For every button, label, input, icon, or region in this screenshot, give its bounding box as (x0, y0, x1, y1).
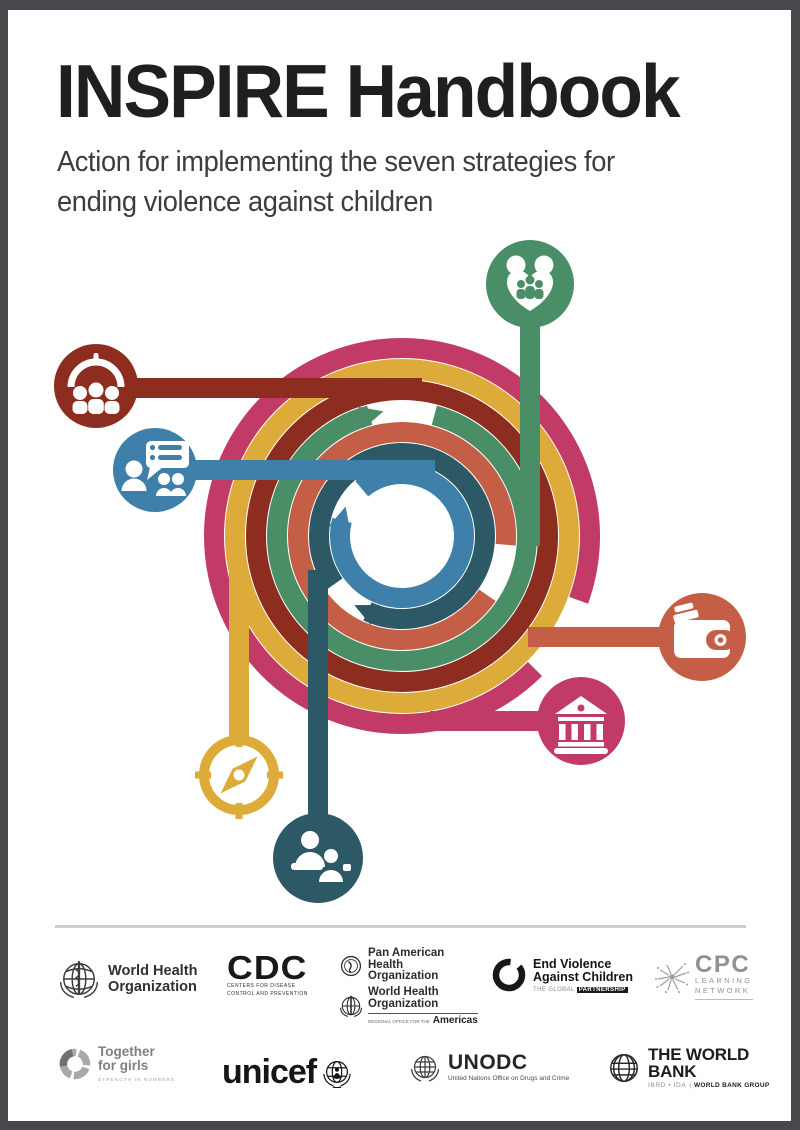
speech-bubble-people-icon (121, 441, 189, 496)
satellite-compass (195, 731, 283, 819)
ring-yellow (225, 359, 579, 713)
logo-cpc: CPC LEARNING NETWORK (654, 951, 753, 1000)
paho-emblem-icon (340, 955, 362, 976)
who-americas-region: Americas (432, 1014, 478, 1026)
cdc-caption-line2: CONTROL AND PREVENTION (227, 990, 308, 997)
subtitle-line-2: ending violence against children (57, 186, 433, 219)
connector-darkred (96, 378, 422, 398)
footer-separator (55, 925, 746, 928)
who-emblem-icon (59, 961, 99, 999)
paho-line2: Health (368, 958, 404, 971)
end-violence-emblem-icon (492, 958, 526, 992)
logo-world-bank: THE WORLD BANK IBRD • IDA | WORLD BANK G… (606, 1046, 791, 1089)
ring-blue (330, 463, 474, 608)
satellite-bank (537, 677, 625, 765)
satellite-family-heart (486, 240, 574, 328)
logo-paho: Pan American Health Organization Wo (339, 947, 478, 1026)
paho-line3: Organization (368, 970, 439, 983)
connector-orange (528, 627, 704, 647)
logo-cdc: CDC CENTERS FOR DISEASE CONTROL AND PREV… (227, 951, 308, 998)
tfg-tagline: STRENGTH IN NUMBERS (98, 1077, 176, 1083)
ring-orange (288, 422, 516, 650)
satellite-umbrella-people (54, 344, 138, 428)
satellite-wallet (658, 593, 746, 681)
adult-child-icon (291, 831, 351, 882)
wallet-icon (673, 602, 735, 658)
paho-line1: Pan American (368, 947, 445, 959)
unodc-caption: United Nations Office on Drugs and Crime (448, 1075, 570, 1082)
ring-darkred (246, 380, 558, 692)
together-for-girls-ring-icon (59, 1048, 91, 1079)
connector-green (520, 284, 540, 546)
connector-teal (308, 570, 328, 860)
world-bank-globe-icon (610, 1053, 638, 1082)
world-bank-wordmark: THE WORLD BANK (648, 1045, 750, 1081)
cpc-line1: LEARNING (695, 975, 753, 985)
tfg-line2: for girls (98, 1058, 149, 1074)
logo-together-for-girls: Together for girls STRENGTH IN NUMBERS (58, 1044, 176, 1083)
unicef-emblem-icon (323, 1061, 351, 1088)
who-name-line2: Organization (108, 978, 197, 995)
cdc-caption-line1: CENTERS FOR DISEASE (227, 983, 296, 990)
bank-icon (554, 696, 608, 754)
compass-icon (195, 731, 283, 819)
family-heart-icon (506, 255, 554, 311)
who-americas-line2: Organization (368, 997, 439, 1010)
who-americas-region-prefix: REGIONAL OFFICE FOR THE (368, 1018, 430, 1024)
logo-who: World Health Organization (58, 958, 200, 1000)
page-title-text: INSPIRE Handbook (56, 49, 681, 133)
unicef-wordmark: unicef (222, 1053, 317, 1091)
world-bank-divider: | (689, 1082, 691, 1089)
satellite-adult-child (273, 813, 363, 903)
umbrella-people-icon (67, 353, 125, 414)
cover-page: INSPIRE Handbook Action for implementing… (8, 10, 791, 1121)
connector-yellow (229, 572, 249, 776)
ring-green (267, 401, 537, 671)
ring-teal-arrowhead (354, 604, 380, 625)
unodc-emblem-icon (410, 1055, 440, 1082)
cpc-line2: NETWORK (695, 985, 751, 995)
cdc-acronym: CDC (227, 949, 308, 986)
page-subtitle: Action for implementing the seven strate… (57, 142, 650, 222)
ring-pink (203, 337, 600, 734)
ring-green-arrowhead (358, 406, 384, 428)
cpc-acronym: CPC (695, 951, 751, 978)
subtitle-line-1: Action for implementing the seven strate… (57, 146, 615, 178)
ring-teal (309, 443, 495, 629)
world-bank-group: WORLD BANK GROUP (693, 1082, 770, 1089)
satellite-speech-bubble (113, 428, 197, 512)
logo-end-violence: End Violence Against Children THE GLOBAL… (491, 957, 633, 993)
end-violence-line1: End Violence (533, 956, 612, 971)
connector-blue (155, 460, 435, 480)
who-name-line1: World Health (108, 961, 198, 979)
connector-pink (430, 711, 582, 731)
logo-unodc: UNODC United Nations Office on Drugs and… (408, 1050, 569, 1084)
end-violence-sub-chip: PARTNERSHIP (576, 986, 628, 993)
end-violence-sub-prefix: THE GLOBAL (533, 986, 575, 993)
end-violence-line2: Against Children (533, 970, 634, 984)
tfg-line1: Together (98, 1044, 155, 1059)
who-americas-line1: World Health (368, 986, 439, 999)
ring-blue-arrowhead (329, 506, 351, 532)
world-bank-ibrd-ida: IBRD • IDA (648, 1082, 687, 1089)
cpc-starburst-icon (655, 962, 689, 993)
logo-unicef: unicef (222, 1055, 353, 1089)
page-title: INSPIRE Handbook (56, 48, 712, 134)
who-americas-emblem-icon (339, 996, 363, 1018)
unodc-acronym: UNODC (448, 1051, 528, 1074)
